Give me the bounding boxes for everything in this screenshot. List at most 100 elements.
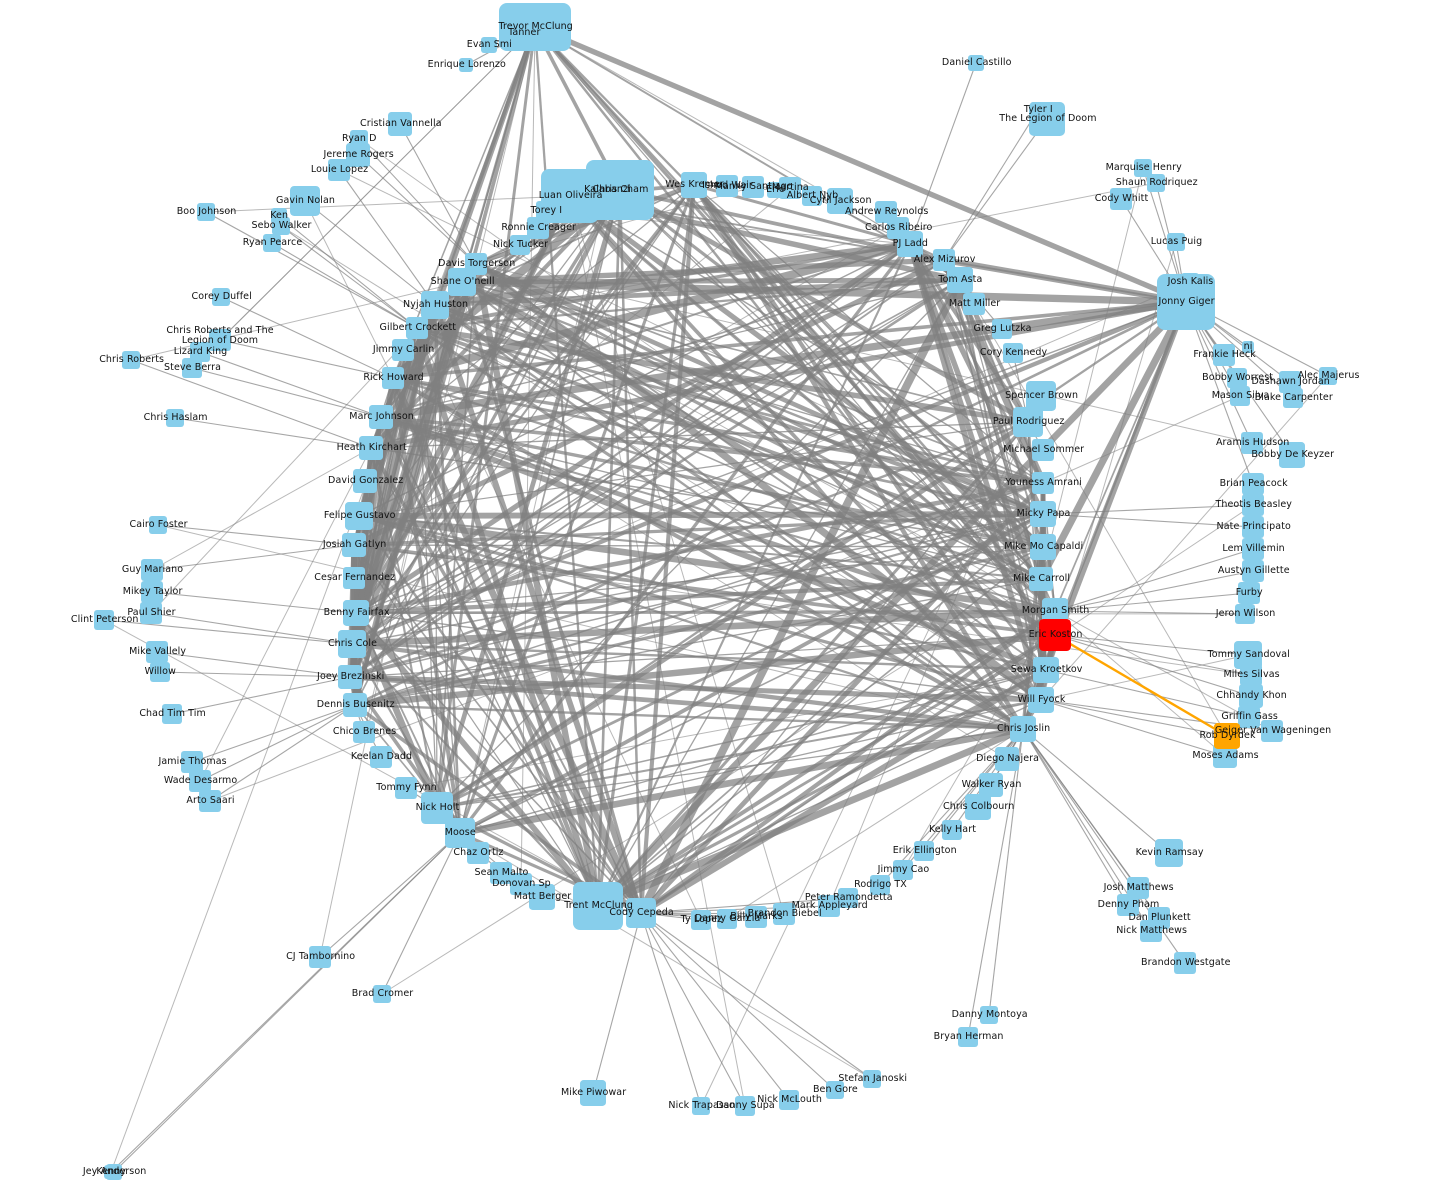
graph-node[interactable] [1279,442,1305,468]
graph-node[interactable] [826,1081,844,1099]
graph-node[interactable] [1117,894,1139,916]
graph-node[interactable] [942,820,962,840]
graph-node[interactable] [189,770,211,792]
graph-node[interactable] [1010,716,1036,742]
graph-node[interactable] [1241,432,1263,454]
graph-node[interactable] [779,1090,799,1110]
graph-node[interactable] [838,888,858,908]
graph-node[interactable] [209,329,231,351]
graph-node[interactable] [146,641,168,663]
graph-node[interactable] [343,693,367,717]
graph-node[interactable] [818,895,840,917]
graph-node[interactable] [1032,472,1054,494]
graph-node[interactable] [717,909,737,929]
graph-node[interactable] [141,559,163,581]
graph-node[interactable] [459,58,473,72]
graph-node[interactable] [870,875,890,895]
graph-node[interactable] [166,409,184,427]
graph-node[interactable] [979,773,1003,797]
graph-node[interactable] [406,317,428,339]
graph-node[interactable] [692,1097,710,1115]
graph-node[interactable] [1242,516,1264,538]
graph-node[interactable] [1261,720,1283,742]
graph-node[interactable] [1235,604,1255,624]
graph-node[interactable] [914,841,934,861]
graph-node[interactable] [421,792,453,824]
graph-node[interactable] [490,862,512,884]
graph-node[interactable] [1279,371,1301,393]
graph-node[interactable] [1240,664,1262,686]
graph-node[interactable] [388,112,412,136]
graph-node[interactable] [1013,407,1043,437]
graph-node[interactable] [510,235,530,255]
graph-node[interactable] [359,436,383,460]
graph-node[interactable] [573,882,623,930]
graph-node[interactable] [1238,706,1260,728]
graph-node[interactable] [373,985,391,1003]
graph-node[interactable] [338,665,362,689]
graph-node[interactable] [893,860,913,880]
graph-node[interactable] [346,143,370,167]
graph-node[interactable] [1030,534,1056,560]
graph-node[interactable] [1283,388,1303,408]
graph-node[interactable] [499,3,571,51]
graph-node[interactable] [353,721,375,743]
graph-node[interactable] [343,567,365,589]
graph-node[interactable] [1319,367,1337,385]
graph-node[interactable] [328,159,350,181]
graph-node[interactable] [382,367,404,389]
graph-node[interactable] [1028,687,1054,713]
graph-node[interactable] [1242,341,1254,353]
graph-node[interactable] [1227,368,1247,388]
graph-node[interactable] [742,176,764,198]
graph-node[interactable] [1242,494,1264,516]
graph-node[interactable] [342,533,366,557]
graph-node[interactable] [263,234,281,252]
graph-node[interactable] [1110,188,1132,210]
graph-node[interactable] [1026,381,1056,411]
graph-node[interactable] [353,469,377,493]
graph-node[interactable] [1242,538,1264,560]
graph-node[interactable] [1230,386,1250,406]
graph-node[interactable] [106,1164,122,1180]
graph-node[interactable] [586,160,654,220]
graph-node[interactable] [1029,567,1053,591]
graph-node[interactable] [626,898,656,928]
graph-node[interactable] [992,319,1012,339]
graph-node[interactable] [272,217,290,235]
graph-node[interactable] [1155,839,1183,867]
graph-node[interactable] [1039,619,1071,651]
graph-node[interactable] [527,217,549,239]
graph-node[interactable] [190,342,210,362]
graph-node[interactable] [369,405,393,429]
graph-node[interactable] [343,600,369,626]
graph-node[interactable] [1242,473,1264,495]
graph-node[interactable] [965,794,991,820]
graph-node[interactable] [370,746,392,768]
graph-node[interactable] [421,291,449,319]
graph-node[interactable] [1167,233,1185,251]
graph-node[interactable] [122,351,140,369]
graph-node[interactable] [995,747,1019,771]
graph-node[interactable] [212,288,230,306]
graph-node[interactable] [1213,344,1235,366]
graph-node[interactable] [141,581,163,603]
graph-node[interactable] [1003,343,1023,363]
graph-node[interactable] [94,610,114,630]
graph-node[interactable] [481,37,497,53]
graph-node[interactable] [395,777,417,799]
graph-node[interactable] [947,267,973,293]
graph-node[interactable] [897,231,923,257]
graph-node[interactable] [968,55,984,71]
graph-node[interactable] [199,790,221,812]
graph-node[interactable] [716,175,738,197]
graph-node[interactable] [149,516,167,534]
graph-node[interactable] [827,188,853,214]
graph-node[interactable] [1032,439,1054,461]
graph-node[interactable] [1134,159,1152,177]
graph-node[interactable] [309,946,331,968]
graph-node[interactable] [580,1080,606,1106]
graph-node[interactable] [1234,641,1262,669]
graph-node[interactable] [140,602,162,624]
graph-node[interactable] [345,502,373,530]
